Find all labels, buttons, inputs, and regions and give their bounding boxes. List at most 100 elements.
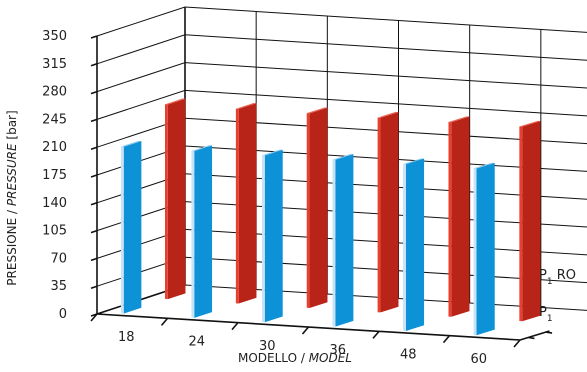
- gridline: [96, 62, 587, 93]
- x-tick: [160, 317, 169, 326]
- y-axis-label-unit: [bar]: [5, 110, 19, 143]
- y-tick: [90, 257, 98, 262]
- bar-top: [261, 149, 283, 156]
- bar-front: [261, 155, 265, 323]
- bar-front: [306, 113, 310, 308]
- x-tick-label: 60: [470, 352, 487, 367]
- y-tick-label: 350: [42, 29, 67, 44]
- bar-p1-ro-24: [235, 102, 257, 304]
- y-tick: [90, 285, 98, 289]
- bar-front: [120, 146, 124, 314]
- y-axis-label: PRESSIONE / PRESSURE [bar]: [5, 110, 19, 285]
- y-tick: [90, 146, 98, 150]
- bar-p1-30: [261, 149, 283, 323]
- x-tick-label: 48: [400, 348, 417, 363]
- x-tick-label: 30: [259, 339, 276, 354]
- y-tick: [90, 202, 98, 206]
- bar-p1-60: [473, 162, 495, 336]
- bar-front: [403, 163, 406, 331]
- depth-tick: [528, 336, 535, 340]
- y-tick-labels: 0 35 70 105 140 175 210 245 280 315 350: [42, 29, 67, 322]
- y-tick-label: 140: [42, 196, 67, 211]
- bar-side: [309, 107, 328, 308]
- y-tick-label: 175: [42, 168, 67, 183]
- bar-p1-18: [120, 140, 142, 314]
- depth-tick: [545, 331, 553, 334]
- y-tick-label: 105: [42, 224, 67, 239]
- bar-side: [238, 103, 257, 304]
- bar-side: [264, 149, 283, 323]
- bar-side: [335, 154, 354, 327]
- y-tick: [90, 118, 98, 123]
- x-tick-label: 36: [329, 343, 346, 358]
- y-tick-label: 280: [42, 85, 67, 100]
- y-tick: [90, 229, 98, 234]
- y-tick-label: 315: [42, 57, 67, 72]
- bar-side: [476, 162, 495, 336]
- bar-side: [194, 145, 213, 318]
- y-tick-label: 35: [50, 279, 67, 294]
- y-tick-label: 0: [59, 307, 67, 322]
- bar-top: [191, 145, 213, 152]
- y-tick: [90, 63, 98, 67]
- y-tick-label: 245: [42, 112, 67, 127]
- depth-axis: [519, 330, 550, 341]
- bar-top: [377, 111, 399, 118]
- bar-front: [519, 126, 523, 322]
- bar-p1-ro-60: [519, 120, 541, 322]
- bar-side: [451, 116, 470, 317]
- y-tick: [90, 35, 98, 39]
- x-axis-label-main: MODELLO /: [238, 351, 309, 365]
- bar-front: [191, 150, 195, 318]
- y-tick: [90, 174, 98, 178]
- x-tick: [301, 326, 310, 335]
- bar-front: [332, 159, 336, 327]
- bar-front: [377, 117, 381, 313]
- bar-p1-ro-18: [164, 98, 186, 300]
- bar-side: [123, 140, 142, 314]
- bar-front: [235, 108, 239, 304]
- bar-side: [522, 121, 541, 322]
- gridline: [96, 6, 587, 37]
- bar-p1-ro-30: [306, 107, 328, 308]
- x-tick: [513, 339, 521, 348]
- x-tick: [372, 330, 380, 339]
- y-tick-label: 210: [42, 140, 67, 155]
- bar-top: [448, 116, 470, 123]
- bar-p1-ro-36: [377, 111, 399, 313]
- bar-front: [164, 104, 168, 300]
- bar-side: [167, 98, 186, 300]
- gridline: [96, 34, 587, 65]
- bar-side: [380, 112, 399, 313]
- series-label: P1 RO: [539, 268, 576, 287]
- bar-top: [235, 102, 257, 109]
- y-axis-label-main: PRESSIONE /: [5, 206, 19, 286]
- y-axis-label-italic: PRESSURE: [5, 143, 19, 206]
- bar-p1-24: [191, 145, 213, 318]
- bar-side: [405, 158, 425, 331]
- bar-front: [448, 122, 452, 317]
- series-label: P1: [539, 305, 553, 324]
- y-tick: [90, 90, 98, 95]
- x-tick: [90, 313, 98, 322]
- x-axis-label: MODELLO / MODEL: [238, 351, 352, 365]
- bar-top: [332, 153, 354, 160]
- bar-top: [164, 98, 186, 105]
- x-tick-label: 18: [118, 330, 135, 345]
- bar-top: [120, 140, 142, 147]
- bars: [120, 98, 541, 336]
- x-tick-labels: 18 24 30 36 48 60: [118, 330, 487, 367]
- x-tick: [231, 322, 239, 331]
- series-depth-labels: P1 P1 RO: [539, 268, 576, 324]
- x-tick-label: 24: [188, 335, 205, 350]
- y-tick-label: 70: [50, 251, 67, 266]
- bar-top: [306, 107, 328, 114]
- bar-top: [403, 158, 425, 165]
- bar-p1-48: [403, 158, 425, 331]
- bar-top: [473, 162, 495, 169]
- bar-top: [519, 120, 541, 127]
- x-tick: [442, 335, 451, 344]
- bar-front: [473, 168, 477, 336]
- bar-p1-36: [332, 153, 354, 327]
